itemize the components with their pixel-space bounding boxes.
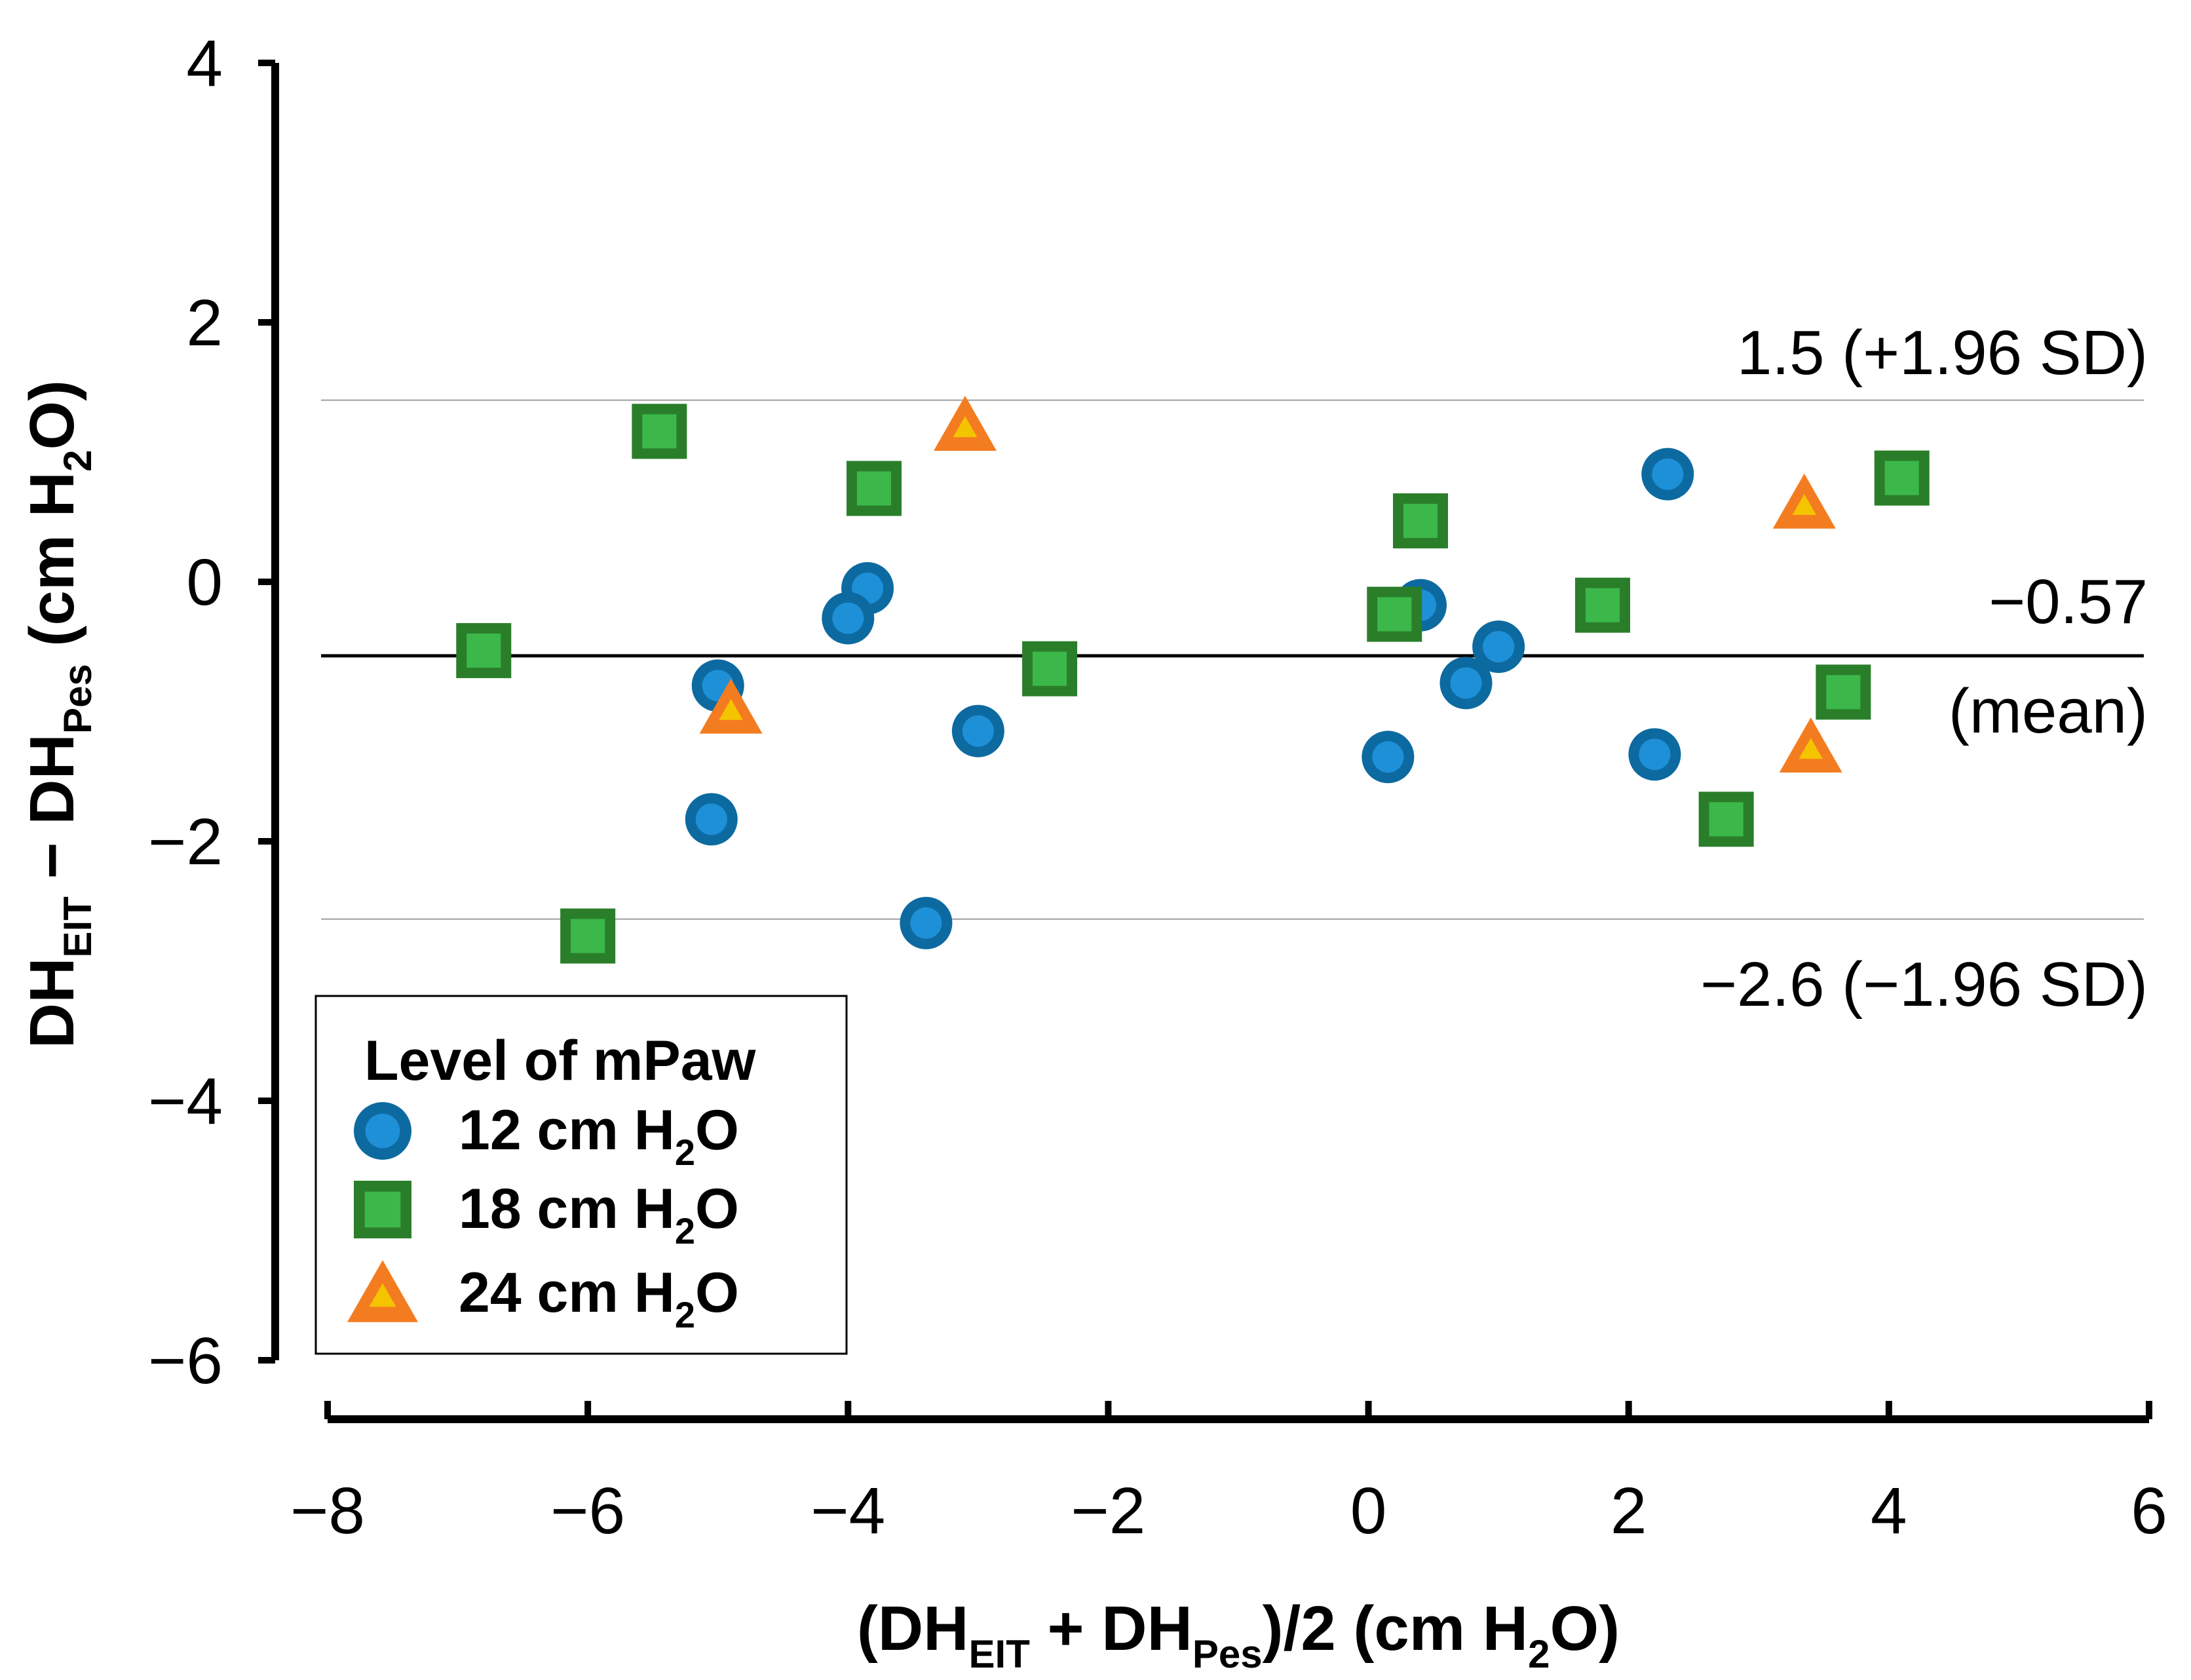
ref-label-mean-sub: (mean)	[1949, 676, 2148, 746]
y-tick-label: 0	[186, 546, 223, 619]
data-point-circle	[1472, 620, 1525, 673]
circle-marker-inner	[1372, 741, 1404, 773]
square-marker-inner	[364, 1191, 401, 1228]
circle-marker-inner	[1483, 631, 1515, 662]
data-point-circle	[951, 704, 1004, 757]
data-point-square	[1816, 664, 1871, 720]
data-point-circle	[685, 793, 738, 846]
ref-label-lower: −2.6 (−1.96 SD)	[1700, 949, 2148, 1020]
data-point-square	[1393, 493, 1448, 548]
square-marker-inner	[1403, 503, 1438, 538]
square-marker-inner	[642, 414, 677, 449]
triangle-marker-inner	[953, 416, 978, 438]
y-axis-title: DHEIT − DHPes (cm H2O)	[17, 380, 100, 1048]
circle-marker-inner	[832, 602, 864, 634]
data-point-square	[560, 908, 616, 964]
x-tick-label: −2	[1071, 1474, 1145, 1548]
x-axis-title: (DHEIT + DHPes)/2 (cm H2O)	[857, 1594, 1620, 1676]
y-tick-label: 4	[186, 27, 223, 100]
data-point-triangle	[699, 678, 763, 734]
x-tick-label: −8	[290, 1474, 365, 1548]
square-marker-inner	[1826, 675, 1861, 710]
data-point-circle	[1439, 657, 1493, 710]
series-circle	[685, 448, 1694, 949]
x-tick-label: 4	[1871, 1474, 1907, 1548]
x-tick-label: 6	[2131, 1474, 2167, 1548]
square-marker-inner	[1377, 597, 1412, 632]
circle-marker-inner	[1450, 667, 1482, 699]
triangle-marker-inner	[719, 698, 743, 720]
series-triangle	[699, 395, 1842, 773]
square-marker-inner	[467, 633, 501, 668]
square-marker-inner	[571, 919, 605, 953]
data-point-square	[847, 461, 902, 516]
data-point-circle	[1628, 728, 1681, 781]
square-marker-inner	[1033, 651, 1067, 686]
legend-marker-triangle	[347, 1260, 418, 1322]
y-tick-label: −4	[148, 1065, 223, 1138]
data-point-square	[1367, 586, 1422, 642]
y-tick-label: 2	[186, 286, 223, 360]
data-point-square	[1022, 641, 1078, 697]
triangle-marker-inner	[1799, 738, 1823, 759]
data-point-triangle	[1772, 473, 1836, 529]
x-tick-label: −6	[550, 1474, 625, 1548]
ref-label-mean: −0.57	[1989, 567, 2148, 637]
square-marker-inner	[856, 471, 892, 506]
circle-marker-inner	[1652, 458, 1684, 490]
data-point-circle	[900, 896, 953, 949]
x-tick-label: 2	[1610, 1474, 1647, 1548]
circle-marker-inner	[910, 907, 942, 939]
series-square	[456, 404, 1930, 964]
circle-marker-inner	[695, 803, 727, 835]
triangle-marker-inner	[1792, 494, 1817, 515]
legend-entry-label: 24 cm H2O	[459, 1261, 739, 1335]
y-tick-label: −6	[148, 1324, 223, 1398]
data-point-square	[1575, 577, 1630, 633]
legend-marker-circle	[354, 1102, 411, 1160]
triangle-marker-inner	[369, 1283, 396, 1307]
data-point-triangle	[934, 395, 997, 451]
x-tick-label: −4	[810, 1474, 885, 1548]
data-point-circle	[1641, 448, 1694, 501]
square-marker-inner	[1709, 802, 1743, 837]
data-point-square	[1874, 450, 1930, 506]
legend-box	[314, 995, 848, 1355]
data-point-triangle	[1779, 717, 1842, 773]
square-marker-inner	[1585, 588, 1620, 622]
data-point-circle	[1362, 731, 1415, 784]
legend-title: Level of mPaw	[364, 1029, 757, 1092]
legend-marker-square	[354, 1181, 411, 1238]
x-tick-label: 0	[1350, 1474, 1387, 1548]
square-marker-inner	[1884, 461, 1919, 495]
data-point-circle	[822, 592, 875, 645]
data-point-square	[1698, 792, 1754, 847]
data-point-square	[456, 622, 512, 678]
data-point-square	[632, 404, 687, 459]
ref-label-upper: 1.5 (+1.96 SD)	[1737, 318, 2148, 388]
legend-entry-label: 18 cm H2O	[459, 1177, 739, 1251]
circle-marker-inner	[1639, 738, 1671, 771]
circle-marker-inner	[365, 1113, 400, 1149]
circle-marker-inner	[962, 715, 994, 747]
legend-entry-label: 12 cm H2O	[459, 1099, 739, 1173]
y-tick-label: −2	[148, 805, 223, 879]
